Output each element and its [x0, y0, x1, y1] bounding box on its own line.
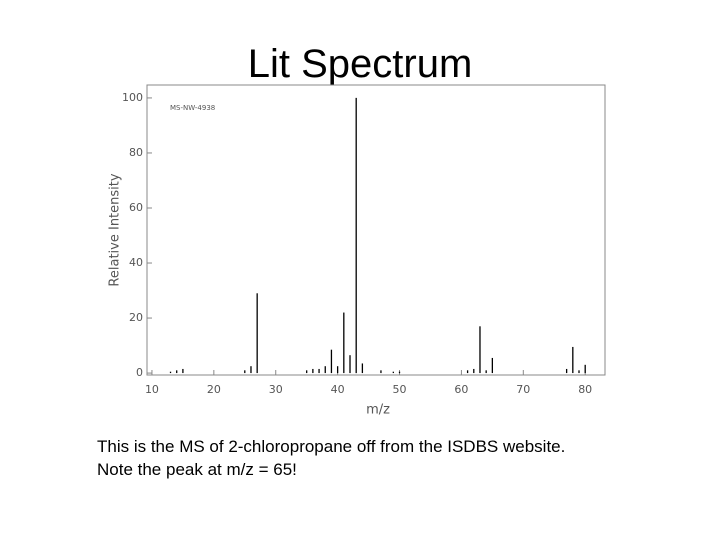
y-tick-label: 80 — [129, 146, 143, 159]
slide-title: Lit Spectrum — [247, 42, 473, 86]
y-tick-label: 20 — [129, 311, 143, 324]
x-tick-label: 10 — [145, 383, 159, 396]
caption: This is the MS of 2-chloropropane off fr… — [97, 437, 566, 456]
caption: Note the peak at m/z = 65! — [97, 460, 297, 479]
y-axis-label: Relative Intensity — [108, 173, 123, 286]
y-tick-label: 100 — [122, 91, 143, 104]
y-tick-label: 40 — [129, 256, 143, 269]
x-tick-label: 30 — [269, 383, 283, 396]
plot-frame — [146, 84, 606, 376]
x-tick-label: 80 — [578, 383, 592, 396]
x-tick-label: 40 — [331, 383, 345, 396]
x-tick-label: 70 — [516, 383, 530, 396]
x-tick-label: 50 — [393, 383, 407, 396]
y-tick-label: 60 — [129, 201, 143, 214]
x-axis-label: m/z — [366, 403, 390, 418]
x-tick-label: 20 — [207, 383, 221, 396]
x-tick-label: 60 — [454, 383, 468, 396]
y-tick-label: 0 — [136, 366, 143, 379]
annotation: MS-NW-4938 — [170, 104, 215, 112]
